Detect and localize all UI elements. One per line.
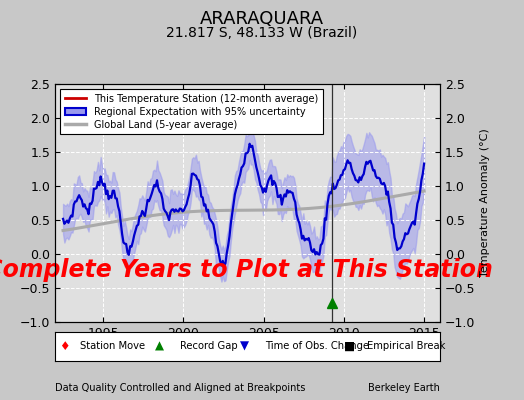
Text: ARARAQUARA: ARARAQUARA: [200, 10, 324, 28]
Text: Record Gap: Record Gap: [180, 341, 238, 351]
Text: ▲: ▲: [155, 340, 164, 353]
Text: Station Move: Station Move: [80, 341, 145, 351]
Text: Time of Obs. Change: Time of Obs. Change: [265, 341, 369, 351]
Text: ♦: ♦: [59, 340, 69, 353]
Text: ▼: ▼: [240, 340, 249, 353]
Text: Empirical Break: Empirical Break: [367, 341, 445, 351]
Text: ■: ■: [344, 340, 355, 353]
Text: Data Quality Controlled and Aligned at Breakpoints: Data Quality Controlled and Aligned at B…: [55, 383, 305, 393]
Text: Berkeley Earth: Berkeley Earth: [368, 383, 440, 393]
Legend: This Temperature Station (12-month average), Regional Expectation with 95% uncer: This Temperature Station (12-month avera…: [60, 89, 323, 134]
Text: 21.817 S, 48.133 W (Brazil): 21.817 S, 48.133 W (Brazil): [167, 26, 357, 40]
Y-axis label: Temperature Anomaly (°C): Temperature Anomaly (°C): [479, 129, 490, 277]
Text: No Complete Years to Plot at This Station: No Complete Years to Plot at This Statio…: [0, 258, 493, 282]
